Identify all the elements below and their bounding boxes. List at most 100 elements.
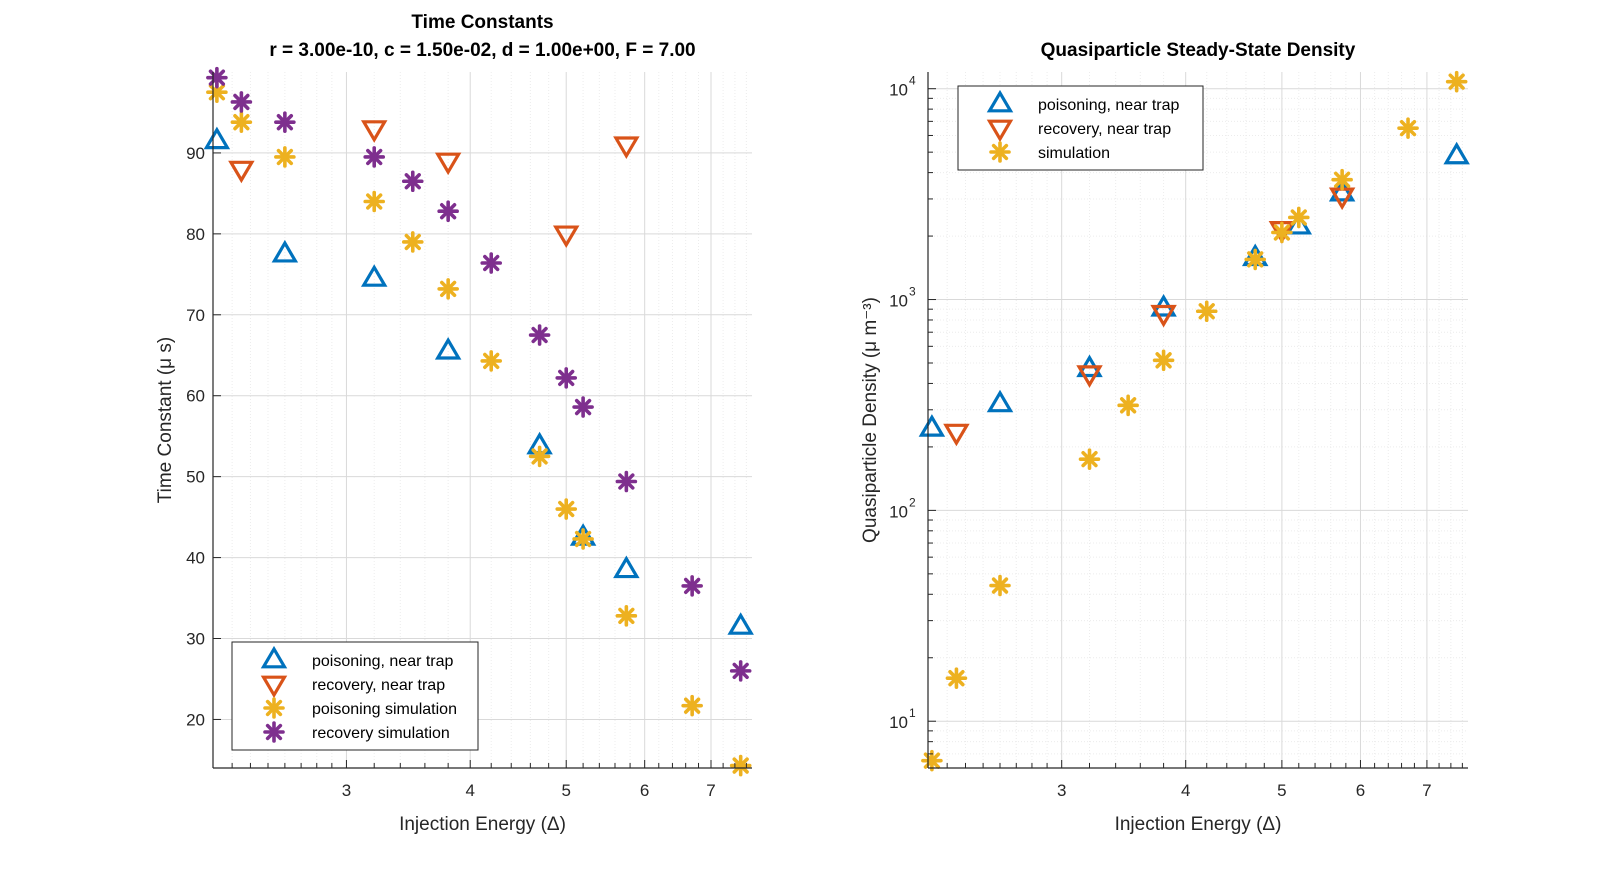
time-constants-title: Time Constants	[411, 12, 553, 33]
y-tick-label: 30	[186, 630, 205, 649]
data-point	[1150, 304, 1177, 328]
x-tick-label: 6	[1356, 781, 1365, 800]
x-tick-label: 7	[706, 781, 715, 800]
data-point	[360, 120, 388, 143]
legend-label: poisoning, near trap	[1038, 97, 1180, 114]
x-tick-label: 5	[561, 781, 570, 800]
y-tick-label: 60	[186, 387, 205, 406]
legend-label: recovery simulation	[312, 725, 450, 742]
data-point	[681, 575, 703, 597]
data-point	[613, 555, 640, 579]
time-constants-tick-labels: 3 4 5 6 7 20 30 40 50 60 70 80 90	[186, 144, 716, 800]
legend-marker	[263, 721, 285, 743]
y-tick-base: 10	[889, 81, 908, 100]
data-point	[681, 694, 703, 717]
time-constants-chart: 3 4 5 6 7 20 30 40 50 60 70 80 90 Time Constants r =…	[155, 12, 754, 835]
data-point	[1195, 300, 1218, 323]
y-tick-base: 10	[889, 292, 908, 311]
x-tick-label: 3	[342, 781, 351, 800]
data-point	[1117, 394, 1139, 417]
data-point	[945, 667, 968, 689]
time-constants-subtitle: r = 3.00e-10, c = 1.50e-02, d = 1.00e+00…	[269, 40, 695, 61]
data-point	[528, 445, 551, 468]
density-y-axis-label: Quasiparticle Density (μ m⁻³)	[860, 297, 881, 543]
y-tick-label: 70	[186, 306, 205, 325]
data-point	[615, 470, 638, 493]
legend-label: recovery, near trap	[312, 677, 445, 694]
y-tick-label: 80	[186, 225, 205, 244]
data-point	[363, 146, 386, 168]
x-tick-label: 3	[1057, 781, 1066, 800]
data-point	[434, 337, 462, 360]
x-tick-label: 4	[1181, 781, 1190, 800]
density-legend: poisoning, near trap recovery, near trap s…	[957, 85, 1204, 171]
data-point	[1445, 70, 1468, 93]
legend-label: simulation	[1038, 145, 1110, 162]
data-point	[615, 605, 638, 627]
x-tick-label: 5	[1277, 781, 1286, 800]
y-tick-label: 20	[186, 710, 205, 729]
data-point	[434, 152, 462, 176]
legend-label: poisoning simulation	[312, 701, 457, 718]
data-point	[989, 574, 1011, 597]
y-tick-label: 10 4	[889, 74, 916, 100]
data-point	[363, 190, 386, 213]
series-poisoning-simulation	[206, 81, 752, 777]
legend-marker	[986, 119, 1014, 143]
data-point	[480, 350, 503, 372]
data-point	[555, 367, 578, 389]
density-data-marks	[918, 70, 1470, 772]
data-point	[1287, 206, 1310, 229]
time-constants-grid	[213, 72, 752, 768]
data-point	[1152, 349, 1175, 372]
time-constants-x-axis-label: Injection Energy (Δ)	[399, 814, 566, 835]
x-tick-label: 6	[640, 781, 649, 800]
density-axes	[927, 72, 1468, 769]
data-point	[729, 660, 752, 682]
y-tick-base: 10	[889, 713, 908, 732]
data-point	[1397, 117, 1419, 139]
y-tick-exponent: 3	[909, 285, 916, 299]
time-constants-axes	[212, 72, 752, 769]
data-point	[203, 126, 231, 150]
density-title: Quasiparticle Steady-State Density	[1041, 40, 1356, 61]
data-point	[572, 528, 594, 550]
data-point	[1328, 178, 1356, 202]
y-tick-label: 10 3	[889, 285, 916, 311]
data-point	[1271, 221, 1293, 244]
y-tick-label: 90	[186, 144, 205, 163]
x-tick-label: 7	[1422, 781, 1431, 800]
y-tick-exponent: 2	[909, 495, 916, 509]
data-point	[1244, 248, 1267, 271]
time-constants-legend: poisoning, near trap recovery, near trap p…	[231, 641, 479, 751]
data-point	[230, 111, 253, 133]
data-point	[528, 324, 551, 346]
y-tick-label: 10 2	[889, 495, 916, 521]
data-point	[274, 146, 296, 168]
data-point	[727, 612, 754, 635]
data-point	[274, 111, 296, 133]
data-point	[437, 200, 459, 222]
data-point	[1078, 448, 1101, 470]
data-point	[230, 91, 253, 113]
y-tick-exponent: 4	[909, 74, 916, 88]
data-point	[437, 278, 459, 300]
data-point	[986, 389, 1014, 413]
legend-marker	[260, 645, 288, 669]
data-point	[228, 160, 255, 184]
legend-label: recovery, near trap	[1038, 121, 1171, 138]
data-point	[1331, 168, 1353, 191]
data-point	[271, 239, 299, 263]
time-constants-y-axis-label: Time Constant (μ s)	[155, 337, 176, 504]
data-point	[943, 423, 970, 447]
time-constants-data-marks	[203, 66, 754, 777]
data-point	[360, 264, 388, 287]
legend-label: poisoning, near trap	[312, 653, 454, 670]
y-tick-exponent: 1	[909, 706, 916, 720]
data-point	[552, 225, 580, 249]
data-point	[1076, 365, 1103, 388]
